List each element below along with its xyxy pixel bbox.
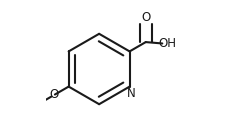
Text: N: N xyxy=(126,87,135,100)
Text: OH: OH xyxy=(158,37,176,50)
Text: O: O xyxy=(49,88,58,101)
Text: O: O xyxy=(141,11,150,24)
